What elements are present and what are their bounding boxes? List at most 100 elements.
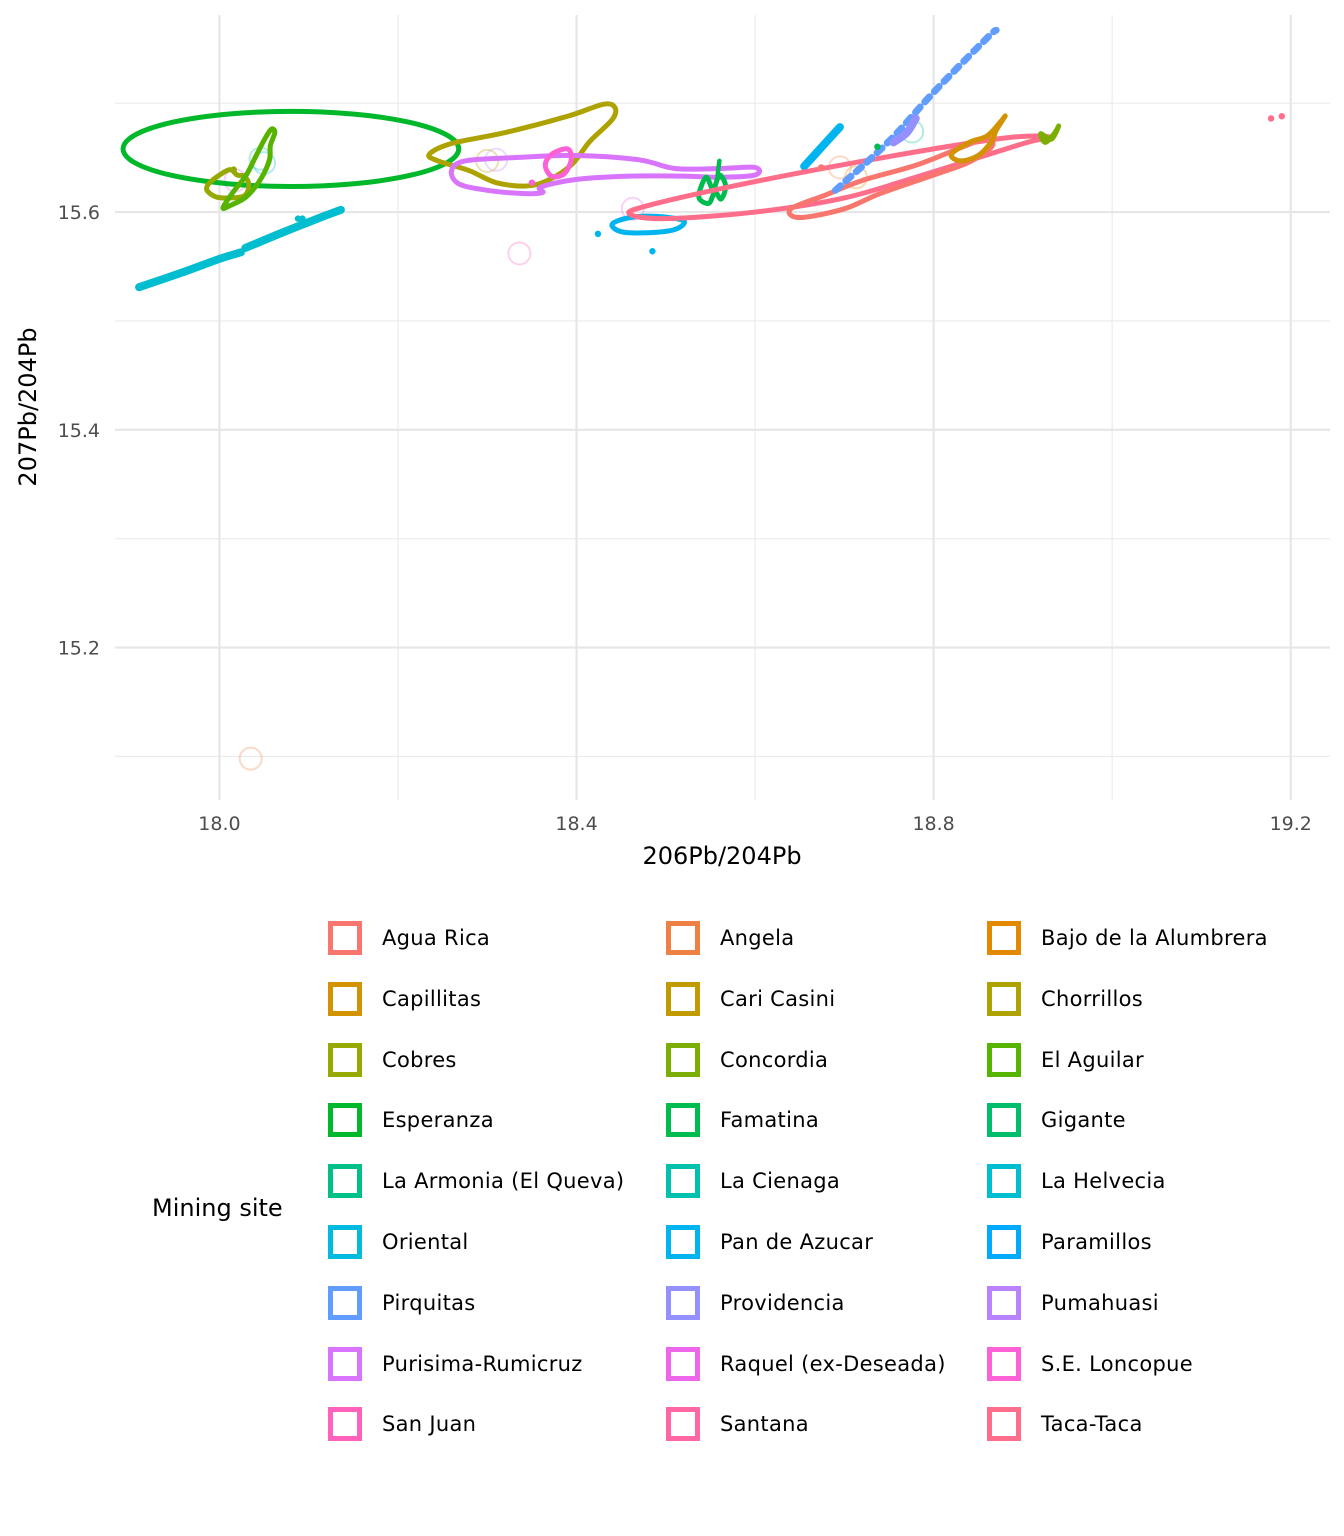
contour-la-helvecia	[241, 205, 345, 252]
legend-item: S.E. Loncopue	[987, 1342, 1193, 1386]
legend-key-swatch	[987, 1103, 1021, 1138]
legend-label: La Armonia (El Queva)	[382, 1169, 625, 1194]
legend-item: Pirquitas	[328, 1281, 476, 1325]
x-axis-title: 206Pb/204Pb	[642, 842, 801, 870]
legend-label: La Cienaga	[720, 1169, 841, 1194]
legend-key-swatch	[328, 1042, 362, 1077]
legend-item: Pumahuasi	[987, 1281, 1159, 1325]
legend-label: Pumahuasi	[1041, 1290, 1159, 1315]
legend-key-swatch	[666, 1103, 700, 1138]
legend-item: Paramillos	[987, 1220, 1152, 1264]
legend-key-swatch	[987, 921, 1021, 955]
legend-key-swatch	[328, 1285, 362, 1320]
legend-key-swatch	[666, 1225, 700, 1259]
legend-item: Bajo de la Alumbrera	[987, 916, 1268, 960]
legend-label: Cari Casini	[720, 986, 836, 1011]
legend-item: Oriental	[328, 1220, 469, 1264]
y-tick-label: 15.2	[58, 638, 100, 660]
contour-cobres-dot	[230, 166, 237, 173]
legend-item: Capillitas	[328, 977, 481, 1021]
legend-key-swatch	[987, 1042, 1021, 1077]
contour-esperanza	[120, 108, 462, 189]
legend-label: Capillitas	[382, 986, 482, 1011]
legend-item: La Armonia (El Queva)	[328, 1159, 624, 1203]
contour-concordia	[1038, 123, 1062, 145]
legend-key-swatch	[328, 1103, 362, 1138]
legend-label: Santana	[720, 1412, 809, 1437]
legend-item: Cari Casini	[666, 977, 835, 1021]
contour-s-e-loncopue	[542, 146, 574, 180]
legend-label: Gigante	[1041, 1108, 1126, 1133]
legend-key-swatch	[328, 1346, 362, 1381]
legend-key-swatch	[987, 1285, 1021, 1320]
legend-item: La Helvecia	[987, 1159, 1166, 1203]
legend-item: Santana	[666, 1402, 809, 1446]
legend-key-swatch	[987, 981, 1021, 1016]
legend-label: Agua Rica	[382, 926, 491, 950]
legend-key-swatch	[666, 1285, 700, 1320]
legend-label: S.E. Loncopue	[1041, 1351, 1193, 1376]
legend-item: Pan de Azucar	[666, 1220, 873, 1264]
legend-key-swatch	[328, 1407, 362, 1442]
legend-item: Providencia	[666, 1281, 845, 1325]
legend-label: Paramillos	[1041, 1230, 1152, 1254]
legend-label: Esperanza	[382, 1108, 494, 1133]
contour-el-aguilar	[220, 126, 278, 212]
legend-label: Bajo de la Alumbrera	[1041, 926, 1268, 950]
contour-pan-de-azucar-dot	[649, 248, 656, 255]
contour-la-helvecia	[135, 248, 245, 292]
contour-taca-taca	[626, 133, 1053, 222]
y-tick-label: 15.6	[58, 202, 100, 224]
legend-key-swatch	[666, 921, 700, 955]
legend-key-swatch	[666, 1407, 700, 1442]
legend-key-swatch	[328, 921, 362, 955]
x-tick-label: 18.8	[912, 813, 954, 835]
legend-item: Angela	[666, 916, 794, 960]
contour-taca-taca-dot	[1278, 113, 1285, 120]
legend-key-swatch	[987, 1407, 1021, 1442]
x-axis-ticks: 18.0 18.4 18.8 19.2	[198, 813, 1312, 835]
grid-major	[115, 15, 1330, 800]
x-tick-label: 18.4	[555, 813, 597, 835]
x-tick-label: 18.0	[198, 813, 240, 835]
legend-label: Cobres	[382, 1047, 457, 1072]
legend-key-swatch	[987, 1164, 1021, 1199]
y-tick-label: 15.4	[58, 420, 100, 442]
y-axis-ticks: 15.2 15.4 15.6	[58, 202, 100, 660]
point-marker	[238, 746, 263, 771]
contour-pan-de-azucar-dot	[594, 230, 602, 238]
legend-item: Purisima-Rumicruz	[328, 1342, 583, 1386]
legend-key-swatch	[666, 1042, 700, 1077]
contour-la-helvecia-dot	[299, 215, 306, 222]
legend-item: Concordia	[666, 1038, 828, 1082]
legend-label: Chorrillos	[1041, 986, 1144, 1011]
contour-s-e-loncopue-dot	[528, 179, 536, 186]
legend-item: La Cienaga	[666, 1159, 840, 1203]
legend-label: Raquel (ex-Deseada)	[720, 1351, 946, 1376]
legend-item: Taca-Taca	[987, 1402, 1143, 1446]
legend-label: Pirquitas	[382, 1290, 476, 1315]
legend-label: Oriental	[382, 1230, 469, 1254]
legend-item: Famatina	[666, 1098, 819, 1142]
legend-key-swatch	[666, 1346, 700, 1381]
legend-item: San Juan	[328, 1402, 476, 1446]
contour-taca-taca-dot	[1267, 115, 1275, 122]
contour-pan-de-azucar	[800, 123, 844, 171]
legend-key-swatch	[328, 1225, 362, 1259]
contour-chorrillos	[426, 101, 619, 189]
plot-marks	[120, 26, 1285, 771]
legend-label: La Helvecia	[1041, 1169, 1166, 1194]
legend-item: Chorrillos	[987, 977, 1143, 1021]
legend-key-swatch	[666, 1164, 700, 1199]
legend-key-swatch	[328, 981, 362, 1016]
legend-label: Angela	[720, 926, 795, 950]
legend-label: Famatina	[720, 1108, 819, 1133]
contour-providencia	[889, 114, 920, 147]
legend-key-swatch	[666, 981, 700, 1016]
legend-label: Concordia	[720, 1047, 829, 1072]
contour-agua-rica-dot	[817, 164, 825, 171]
legend-label: Pan de Azucar	[720, 1230, 874, 1254]
legend-item: El Aguilar	[987, 1038, 1144, 1082]
y-axis-title: 207Pb/204Pb	[14, 327, 42, 486]
legend-key-swatch	[328, 1164, 362, 1199]
